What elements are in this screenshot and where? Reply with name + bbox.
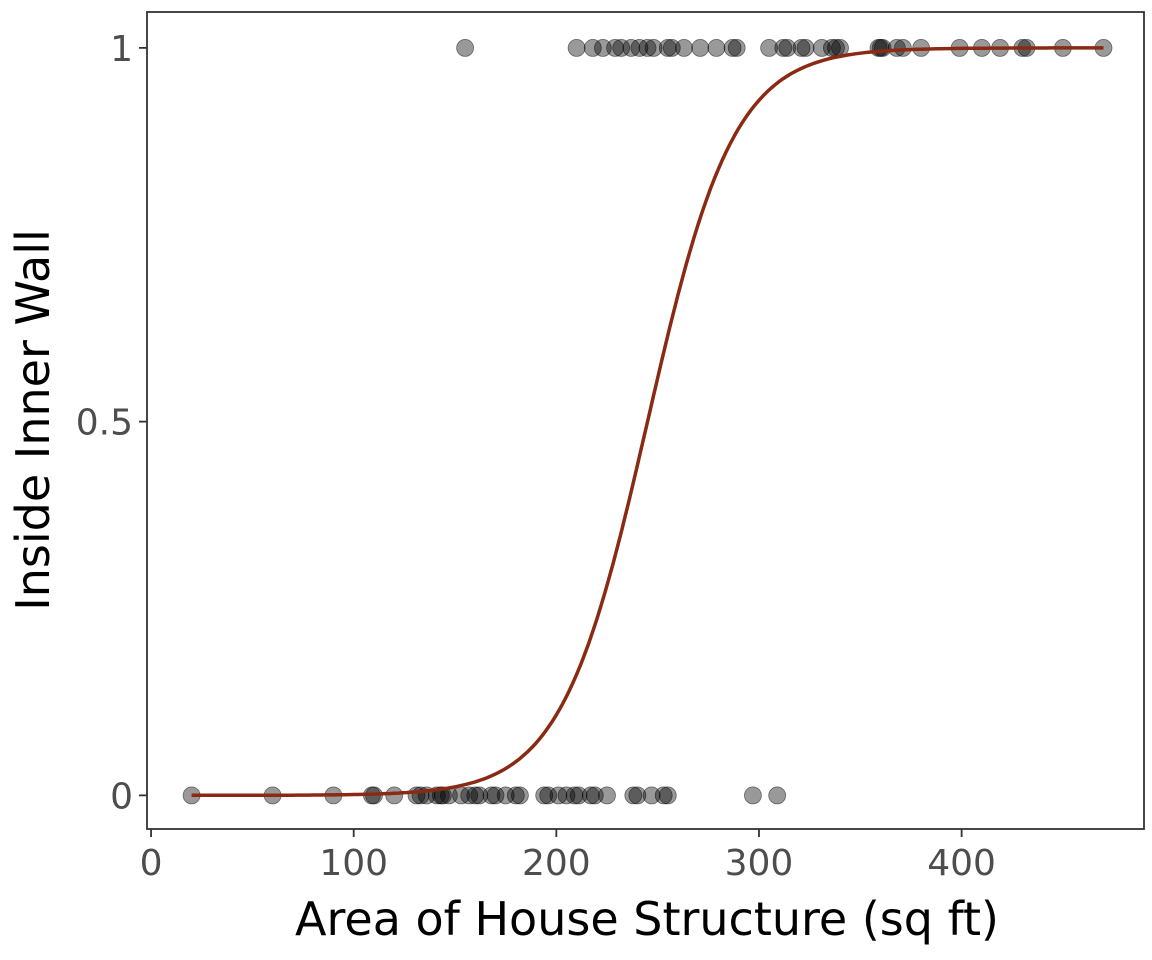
x-tick-label: 400 [927, 843, 996, 884]
data-point [792, 39, 811, 57]
data-point [654, 786, 673, 805]
data-point [768, 786, 787, 805]
data-point [565, 786, 584, 805]
data-point [535, 786, 554, 805]
data-point [662, 39, 681, 57]
data-point [470, 786, 489, 805]
x-tick-label: 0 [140, 843, 163, 884]
data-point [778, 39, 797, 57]
data-point [511, 786, 529, 805]
data-point [583, 39, 602, 57]
data-point [638, 39, 657, 57]
data-point [658, 39, 677, 57]
data-point [644, 39, 663, 57]
x-tick-label: 300 [725, 843, 794, 884]
data-point [585, 786, 604, 805]
data-point [691, 39, 710, 57]
data-point [567, 39, 586, 57]
data-point [774, 39, 793, 57]
data-point [675, 39, 693, 57]
data-point [624, 786, 643, 805]
y-tick-label: 0 [110, 776, 133, 817]
data-point [707, 39, 726, 57]
data-point [658, 786, 677, 805]
y-tick-label: 1 [110, 29, 133, 70]
plot-panel-border [146, 11, 1145, 830]
data-point [598, 786, 616, 805]
data-point [456, 39, 475, 57]
y-tick-label: 0.5 [76, 403, 133, 444]
data-point [539, 786, 558, 805]
data-point [812, 39, 831, 57]
y-axis-title: Inside Inner Wall [6, 229, 60, 611]
data-point [466, 786, 485, 805]
data-point [486, 786, 505, 805]
data-point [796, 39, 815, 57]
x-axis-title: Area of House Structure (sq ft) [295, 892, 999, 946]
fitted-curve-layer [191, 46, 1104, 798]
x-axis: 0 100 200 300 400 [140, 829, 996, 884]
data-point [723, 39, 742, 57]
data-point [496, 786, 515, 805]
data-point [628, 786, 647, 805]
logistic-fit-curve [191, 46, 1104, 798]
data-point [385, 786, 404, 805]
data-point [727, 39, 746, 57]
data-point [642, 786, 661, 805]
data-point [744, 786, 762, 805]
x-tick-label: 200 [522, 843, 591, 884]
data-point [594, 39, 612, 57]
data-point [482, 786, 501, 805]
data-point [760, 39, 778, 57]
data-point [460, 786, 479, 805]
x-tick-label: 100 [319, 843, 388, 884]
data-point [506, 786, 525, 805]
data-point [581, 786, 600, 805]
y-axis: 00.51 [76, 29, 147, 817]
data-point [606, 39, 624, 57]
data-point [612, 39, 631, 57]
data-point [569, 786, 588, 805]
